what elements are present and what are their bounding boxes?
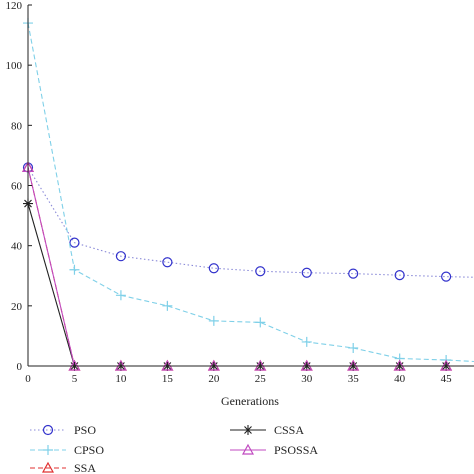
data-point-cpso [348,342,359,353]
series-line-cssa [27,203,474,367]
data-point-cpso [208,315,219,326]
series-line-psossa [27,167,474,367]
legend-label: CSSA [274,423,304,437]
data-point-pso [348,268,359,279]
legend-entry-pso: PSO [30,423,96,437]
x-tick-label: 20 [208,373,220,385]
y-tick-label: 20 [11,301,23,313]
x-tick-label: 10 [115,373,127,385]
data-point-pso [208,263,219,274]
data-point-cpso [69,264,80,275]
series-line-ssa [27,167,474,367]
data-point-cpso [255,317,266,328]
x-tick-label: 40 [394,373,406,385]
data-point-cpso [115,290,126,301]
data-point-pso [115,251,127,262]
legend-label: PSOSSA [274,443,318,457]
legend-marker [43,445,53,455]
legend-entry-cssa: CSSA [230,423,304,437]
legend-entry-cpso: CPSO [30,443,104,457]
data-point-pso [394,270,405,281]
x-tick-label: 45 [441,373,453,385]
legend-entry-psossa: PSOSSA [230,443,318,457]
series-line-cpso [27,22,474,363]
legend-marker [241,443,255,455]
legend-marker [243,425,253,435]
x-tick-label: 35 [348,373,360,385]
data-point-cpso [301,336,312,347]
legend-label: CPSO [74,443,104,457]
legend-marker [41,461,55,473]
x-axis-title: Generations [221,394,279,408]
legend-marker [42,424,54,436]
y-tick-label: 80 [11,120,23,132]
data-point-pso [301,267,312,278]
data-point-cpso [162,300,173,311]
data-point-pso [441,271,452,282]
y-tick-label: 100 [6,60,23,72]
x-tick-label: 5 [72,373,78,385]
data-point-pso [69,237,80,248]
series-line-pso [27,167,474,278]
legend-label: SSA [74,461,96,474]
y-tick-label: 120 [6,0,23,12]
data-point-pso [162,257,173,268]
x-tick-label: 0 [25,373,31,385]
y-tick-label: 60 [11,181,23,193]
legend-label: PSO [74,423,96,437]
x-tick-label: 25 [255,373,267,385]
data-point-pso [255,266,266,277]
x-tick-label: 30 [301,373,313,385]
x-tick-label: 15 [162,373,174,385]
legend-entry-ssa: SSA [30,461,96,474]
y-tick-label: 40 [11,241,23,253]
y-tick-label: 0 [17,361,23,373]
